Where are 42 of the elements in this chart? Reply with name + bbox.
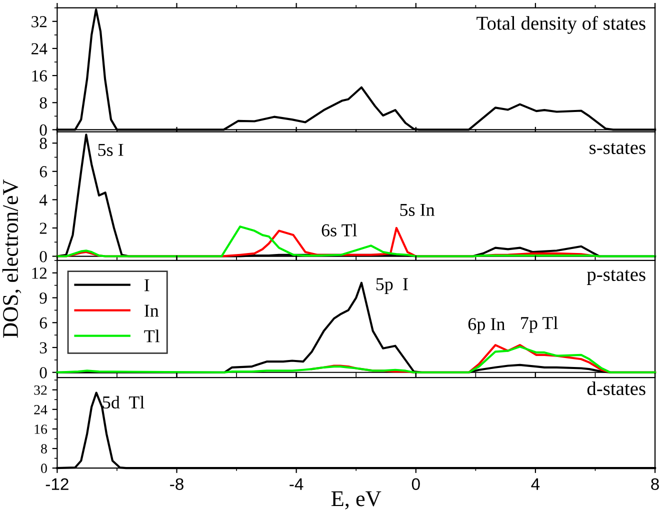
- legend-label: I: [144, 279, 150, 292]
- y-axis-title: DOS, electron/eV: [2, 179, 22, 338]
- chart-title: s-states: [590, 142, 646, 154]
- y-tick-label: 8: [40, 138, 47, 150]
- annotation: 7p Tl: [521, 316, 558, 333]
- annotation: 5d Tl: [102, 396, 144, 409]
- annotation: 6s Tl: [322, 224, 357, 236]
- y-tick-label: 16: [34, 424, 48, 434]
- y-tick-label: 0: [40, 250, 47, 262]
- x-tick-label: -12: [46, 478, 68, 490]
- y-tick-label: 32: [34, 385, 47, 395]
- y-tick-label: 0: [41, 464, 47, 474]
- y-tick-label: 6: [40, 317, 47, 329]
- x-tick-label: 4: [531, 478, 540, 490]
- y-tick-label: 24: [34, 405, 48, 414]
- annotation: 5s In: [400, 204, 435, 216]
- x-axis-title: E, eV: [331, 491, 382, 510]
- y-tick-label: 24: [32, 43, 48, 54]
- x-tick-label: -8: [170, 478, 184, 490]
- legend-label: In: [144, 304, 159, 317]
- y-tick-label: 16: [32, 70, 47, 82]
- y-tick-label: 6: [40, 166, 47, 178]
- x-tick-label: -4: [290, 478, 304, 490]
- y-tick-label: 12: [32, 268, 47, 279]
- y-tick-label: 3: [40, 342, 47, 354]
- x-tick-label: 8: [651, 478, 659, 490]
- y-tick-label: 8: [40, 97, 47, 109]
- y-tick-label: 4: [39, 194, 48, 206]
- y-tick-label: 2: [40, 222, 47, 234]
- chart-title: Total density of states: [476, 16, 646, 34]
- legend-label: Tl: [144, 330, 160, 342]
- y-tick-label: 0: [40, 124, 47, 136]
- chart-title: d-states: [587, 381, 646, 396]
- x-tick-label: 0: [412, 478, 420, 490]
- y-tick-label: 32: [32, 16, 47, 28]
- annotation: 5s I: [98, 144, 124, 156]
- annotation: 6p In: [468, 318, 505, 334]
- y-tick-label: 0: [40, 367, 47, 378]
- y-tick-label: 8: [41, 444, 47, 454]
- annotation: 5p I: [376, 278, 408, 294]
- y-tick-label: 9: [40, 292, 47, 304]
- chart-title: p-states: [586, 270, 646, 285]
